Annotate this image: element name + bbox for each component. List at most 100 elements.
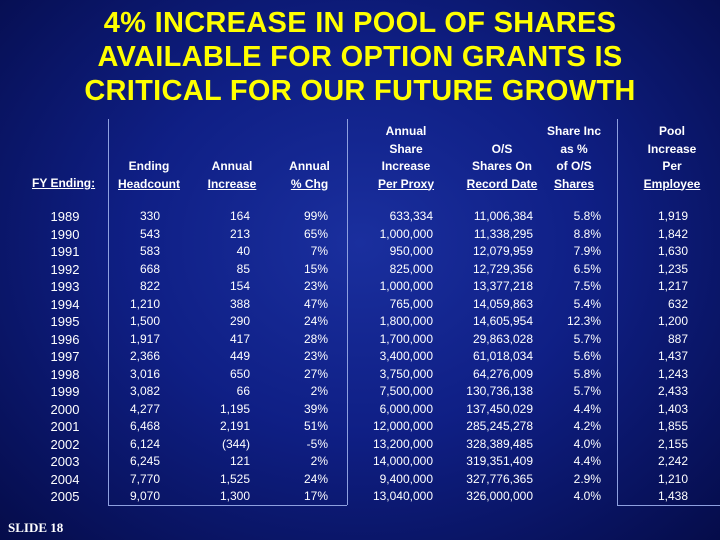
- table-cell-os: 14,605,954: [472, 314, 533, 328]
- table-cell-pct: -5%: [306, 436, 328, 451]
- table-cell-increase: 1,300: [219, 489, 250, 503]
- column-annual-increase: 164 213 40 85 154 388 290 417 449 650 66 1,195 2,191…: [190, 208, 250, 506]
- table-cell-proxy: 765,000: [389, 296, 433, 311]
- table-cell-pct: 7%: [310, 244, 328, 258]
- table-cell-year: 1994: [50, 296, 80, 312]
- table-cell-share-pct: 5.7%: [573, 384, 601, 398]
- table-cell-year: 1998: [50, 366, 80, 382]
- table-cell-share-pct: 2.9%: [573, 471, 601, 486]
- table-cell-headcount: 6,245: [129, 454, 160, 468]
- table-cell-headcount: 7,770: [129, 471, 160, 486]
- table-cell-headcount: 543: [139, 226, 160, 241]
- column-fy: 1989 1990 1991 1992 1993 1994 1995 1996 1997 1998…: [40, 208, 90, 506]
- table-cell-os: 285,245,278: [466, 419, 533, 433]
- table-cell-year: 1999: [50, 384, 80, 399]
- table-cell-pct: 17%: [303, 489, 328, 503]
- table-cell-pct: 2%: [310, 454, 328, 468]
- table-cell-proxy: 1,700,000: [379, 331, 433, 346]
- table-cell-proxy: 7,500,000: [379, 384, 433, 398]
- table-cell-os: 326,000,000: [466, 489, 533, 503]
- header-share-inc-pct: Share Inc as % of O/S Shares: [546, 124, 602, 191]
- table-cell-year: 1997: [50, 349, 80, 364]
- table-cell-share-pct: 4.4%: [573, 401, 601, 416]
- table-cell-proxy: 825,000: [389, 261, 433, 276]
- table-cell-share-pct: 7.9%: [573, 244, 601, 258]
- table-cell-year: 1996: [50, 331, 80, 347]
- table-cell-pool: 1,210: [657, 471, 688, 486]
- table-cell-headcount: 9,070: [129, 489, 160, 503]
- table-cell-proxy: 13,200,000: [372, 436, 433, 451]
- table-cell-pct: 47%: [303, 296, 328, 311]
- table-cell-year: 2003: [50, 454, 80, 469]
- header-os-shares-record-date: O/S Shares On Record Date: [466, 141, 538, 191]
- table-cell-pool: 632: [667, 296, 688, 311]
- table-cell-os: 14,059,863: [472, 296, 533, 311]
- table-cell-share-pct: 4.2%: [573, 419, 601, 433]
- table-cell-share-pct: 4.0%: [573, 489, 601, 503]
- table-cell-os: 328,389,485: [466, 436, 533, 451]
- table-cell-share-pct: 8.8%: [573, 226, 601, 241]
- column-share-inc-pct: 5.8% 8.8% 7.9% 6.5% 7.5% 5.4% 12.3% 5.7% 5.6% 5.8…: [545, 208, 601, 506]
- table-cell-pct: 23%: [303, 349, 328, 363]
- table-cell-pool: 1,842: [657, 226, 688, 241]
- column-headcount: 330 543 583 668 822 1,210 1,500 1,917 2,366 3,016…: [110, 208, 160, 506]
- table-cell-year: 1989: [50, 209, 80, 224]
- table-cell-pool: 1,438: [657, 489, 688, 503]
- table-cell-pct: 2%: [310, 384, 328, 398]
- title-line-1: 4% INCREASE IN POOL OF SHARES: [103, 7, 617, 39]
- table-cell-os: 12,079,959: [472, 244, 533, 258]
- table-cell-increase: 388: [229, 296, 250, 311]
- table-cell-pct: 39%: [303, 401, 328, 416]
- table-cell-pool: 1,235: [657, 261, 688, 276]
- table-cell-year: 1993: [50, 279, 80, 294]
- table-cell-os: 11,338,295: [473, 226, 533, 241]
- table-cell-pool: 1,403: [657, 401, 688, 416]
- table-cell-pool: 887: [667, 331, 688, 346]
- table-cell-share-pct: 5.8%: [573, 209, 601, 223]
- table-cell-increase: 1,525: [219, 471, 250, 486]
- table-cell-pct: 51%: [303, 419, 328, 433]
- header-share-increase-per-proxy: Annual Share Increase Per Proxy: [377, 124, 435, 191]
- column-os-shares: 11,006,384 11,338,295 12,079,959 12,729,356…: [445, 208, 533, 506]
- header-fy-ending: FY Ending:: [32, 176, 96, 190]
- table-cell-headcount: 1,500: [129, 314, 160, 328]
- table-cell-os: 137,450,029: [466, 401, 533, 416]
- table-cell-pct: 28%: [303, 331, 328, 346]
- table-cell-proxy: 9,400,000: [379, 471, 433, 486]
- table-cell-proxy: 3,750,000: [379, 366, 433, 381]
- table-cell-share-pct: 7.5%: [573, 279, 601, 293]
- table-cell-headcount: 822: [139, 279, 160, 293]
- slide-title: 4% INCREASE IN POOL OF SHARES AVAILABLE …: [0, 6, 720, 108]
- table-cell-os: 11,006,384: [473, 209, 533, 223]
- table-cell-increase: 121: [229, 454, 250, 468]
- slide-number: SLIDE 18: [8, 520, 64, 535]
- table-cell-os: 13,377,218: [472, 279, 533, 293]
- table-cell-proxy: 950,000: [389, 244, 433, 258]
- table-cell-pool: 1,630: [657, 244, 688, 258]
- table-cell-proxy: 1,800,000: [379, 314, 433, 328]
- table-cell-pool: 1,243: [657, 366, 688, 381]
- table-cell-os: 29,863,028: [472, 331, 533, 346]
- table-cell-share-pct: 12.3%: [566, 314, 601, 328]
- table-cell-headcount: 4,277: [129, 401, 160, 416]
- header-ending-headcount: Ending Headcount: [117, 159, 180, 191]
- header-annual-pct-chg: Annual % Chg: [289, 159, 330, 191]
- table-cell-increase: 154: [229, 279, 250, 293]
- table-cell-year: 2005: [50, 489, 80, 504]
- table-cell-pool: 1,855: [657, 419, 688, 433]
- table-cell-proxy: 6,000,000: [379, 401, 433, 416]
- table-cell-pool: 1,200: [657, 314, 688, 328]
- table-cell-increase: (344): [221, 436, 250, 451]
- table-cell-proxy: 13,040,000: [372, 489, 433, 503]
- table-cell-increase: 650: [229, 366, 250, 381]
- table-cell-year: 2001: [50, 419, 80, 434]
- table-cell-headcount: 2,366: [129, 349, 160, 363]
- table-cell-share-pct: 5.8%: [573, 366, 601, 381]
- table-divider: [347, 119, 348, 505]
- table-cell-pool: 1,217: [657, 279, 688, 293]
- table-cell-os: 319,351,409: [466, 454, 533, 468]
- table-cell-pct: 15%: [303, 261, 328, 276]
- table-cell-headcount: 583: [139, 244, 160, 258]
- table-cell-headcount: 3,082: [129, 384, 160, 398]
- table-cell-proxy: 14,000,000: [372, 454, 433, 468]
